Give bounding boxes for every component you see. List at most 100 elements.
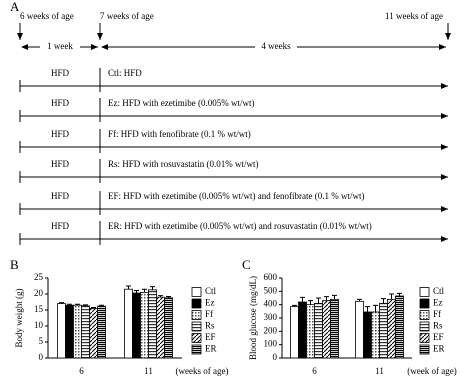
legend-swatch (191, 344, 202, 355)
error-bar (134, 289, 139, 294)
legend-swatch (191, 333, 202, 343)
y-tick-label: 100 (264, 339, 278, 349)
y-tick-label: 600 (264, 272, 278, 282)
group-label: Rs: HFD with rosuvastatin (0.01% wt/wt) (108, 159, 259, 169)
legend-label: EF (205, 332, 216, 342)
bar (132, 292, 141, 359)
duration-label: 4 weeks (261, 41, 291, 51)
bar (363, 311, 372, 359)
duration-label-bg (255, 41, 297, 52)
x-tick-label: 6 (312, 366, 317, 376)
panel-label: A (10, 0, 20, 14)
legend-swatch (419, 298, 430, 309)
timepoint-label: 6 weeks of age (20, 11, 74, 21)
error-bar (83, 304, 88, 306)
bar (164, 297, 173, 359)
bar (89, 307, 98, 359)
bar (148, 289, 157, 359)
x-tick-label: 11 (375, 366, 384, 376)
error-bar (300, 296, 305, 302)
group-label: Ff: HFD with fenofibrate (0.1 % wt/wt) (108, 129, 251, 139)
bar (124, 288, 133, 359)
y-tick-label: 10 (34, 320, 44, 330)
duration-label-bg (40, 41, 80, 52)
bar (290, 306, 299, 359)
bar (81, 305, 90, 359)
error-bar (365, 306, 370, 312)
x-tick-label: 6 (79, 366, 84, 376)
y-tick-label: 5 (39, 336, 44, 346)
error-bar (316, 297, 321, 304)
bar (379, 302, 388, 359)
diet-label: HFD (51, 221, 70, 231)
x-axis-label: (week of age) (407, 366, 456, 376)
y-axis-label: Body weight (g) (14, 289, 24, 348)
panel-label: C (242, 257, 251, 272)
group-label: EF: HFD with ezetimibe (0.005% wt/wt) an… (108, 191, 364, 201)
diet-label: HFD (51, 68, 70, 78)
bar (395, 295, 404, 359)
legend-swatch (419, 310, 430, 320)
legend-swatch (419, 333, 430, 343)
bar (97, 305, 106, 359)
y-tick-label: 400 (264, 299, 278, 309)
legend-label: Ff (205, 309, 213, 319)
legend-swatch (419, 321, 430, 332)
legend-label: Rs (433, 321, 443, 331)
bar (355, 300, 364, 359)
error-bar (381, 298, 386, 304)
bar (387, 298, 396, 359)
duration-label: 1 week (47, 41, 73, 51)
legend-swatch (419, 344, 430, 355)
error-bar (59, 302, 64, 304)
error-bar (292, 304, 297, 307)
error-bar (91, 306, 96, 309)
error-bar (142, 288, 147, 293)
error-bar (389, 293, 394, 300)
panel-label: B (10, 257, 19, 272)
legend-label: EF (433, 332, 444, 342)
error-bar (324, 296, 329, 301)
legend-swatch (191, 310, 202, 320)
x-tick-label: 11 (144, 366, 153, 376)
legend-label: Rs (205, 321, 215, 331)
legend-swatch (191, 321, 202, 332)
diet-label: HFD (51, 159, 70, 169)
error-bar (397, 292, 402, 296)
timepoint-label: 7 weeks of age (100, 11, 154, 21)
error-bar (332, 294, 337, 300)
legend-label: Ctl (433, 286, 445, 296)
y-axis-label: Blood glucose (mg/dL) (248, 276, 258, 360)
error-bar (158, 295, 163, 298)
error-bar (126, 285, 131, 290)
timepoint-label: 11 weeks of age (385, 11, 443, 21)
y-tick-label: 0 (273, 352, 278, 362)
y-tick-label: 0 (39, 352, 44, 362)
legend-swatch (191, 287, 202, 297)
y-tick-label: 500 (264, 285, 278, 295)
bar (73, 304, 82, 359)
error-bar (67, 303, 72, 306)
error-bar (166, 296, 171, 298)
group-label: Ez: HFD with ezetimibe (0.005% wt/wt) (108, 98, 254, 108)
y-tick-label: 20 (34, 288, 44, 298)
legend-label: Ff (433, 309, 441, 319)
legend-label: Ez (205, 298, 215, 308)
bar (330, 298, 339, 359)
x-axis-label: (weeks of age) (176, 366, 229, 376)
group-label: Ctl: HFD (108, 68, 142, 78)
bar (371, 311, 380, 359)
bar (65, 304, 74, 359)
legend-label: ER (205, 344, 217, 354)
error-bar (99, 304, 104, 307)
error-bar (308, 300, 313, 305)
legend-label: Ctl (205, 286, 217, 296)
y-tick-label: 15 (34, 304, 44, 314)
legend-swatch (419, 287, 430, 297)
group-label: ER: HFD with ezetimibe (0.005% wt/wt) an… (108, 221, 372, 231)
y-tick-label: 300 (264, 312, 278, 322)
bar (314, 302, 323, 359)
bar (57, 303, 66, 359)
legend-label: Ez (433, 298, 443, 308)
diet-label: HFD (51, 191, 70, 201)
